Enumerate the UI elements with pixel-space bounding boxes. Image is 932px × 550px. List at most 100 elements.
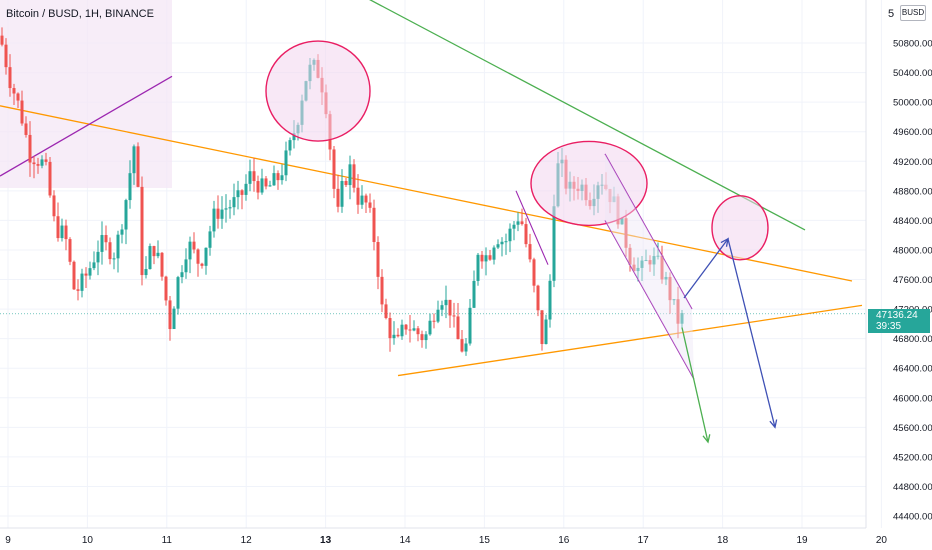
- candle-body: [208, 231, 212, 248]
- candle-body: [100, 235, 104, 252]
- price-tick-label: 50000.00: [893, 98, 932, 109]
- candle-body: [36, 164, 40, 166]
- candle-body: [628, 247, 632, 265]
- price-tick-label: 44800.00: [893, 482, 932, 493]
- price-tick-label: 49200.00: [893, 157, 932, 168]
- candle: [0, 27, 4, 47]
- candle: [512, 221, 516, 241]
- candle: [216, 195, 220, 229]
- candle-body: [356, 187, 360, 205]
- candle-body: [268, 185, 272, 187]
- candle: [128, 160, 132, 209]
- alert-flag-label: 5: [888, 8, 895, 20]
- candle-body: [176, 277, 180, 309]
- blue-arrow-head: [769, 419, 778, 429]
- candle-body: [340, 181, 344, 207]
- candle: [396, 328, 400, 338]
- highlight-box-left: [0, 0, 172, 188]
- candle-body: [188, 241, 192, 260]
- candle-body: [232, 197, 236, 208]
- candle: [508, 223, 512, 253]
- candle-body: [372, 207, 376, 243]
- candle: [72, 260, 76, 291]
- candle-body: [348, 164, 352, 186]
- time-tick-label: 19: [796, 535, 808, 546]
- candle-body: [196, 249, 200, 264]
- candle: [24, 116, 28, 138]
- candle: [648, 255, 652, 272]
- candle: [496, 239, 500, 250]
- candle-body: [456, 316, 460, 340]
- candle-body: [472, 280, 476, 308]
- candle: [668, 272, 672, 314]
- candle-body: [24, 123, 28, 135]
- price-tick-label: 46000.00: [893, 393, 932, 404]
- candle-body: [64, 225, 68, 240]
- candle-body: [412, 328, 416, 331]
- candle: [84, 267, 88, 288]
- candle: [164, 275, 168, 306]
- candle: [404, 323, 408, 335]
- candle-body: [404, 324, 408, 330]
- candle: [96, 240, 100, 276]
- candle: [208, 225, 212, 256]
- candle-countdown: 39:35: [876, 321, 902, 332]
- candle: [448, 299, 452, 328]
- candle-body: [504, 241, 508, 243]
- candle-body: [420, 334, 424, 341]
- candle-body: [4, 44, 8, 68]
- candle: [452, 302, 456, 328]
- candle-body: [636, 267, 640, 272]
- candle: [336, 174, 340, 213]
- candle: [468, 299, 472, 346]
- candle: [76, 279, 80, 301]
- candle: [488, 250, 492, 261]
- candle: [16, 92, 20, 108]
- candle: [500, 237, 504, 257]
- candle-body: [140, 186, 144, 276]
- candle-body: [428, 320, 432, 335]
- candle-body: [148, 246, 152, 270]
- candle: [380, 269, 384, 313]
- currency-badge[interactable]: BUSD: [900, 5, 926, 21]
- candle-body: [480, 254, 484, 262]
- candle: [144, 256, 148, 279]
- candle-body: [204, 247, 208, 266]
- candle-body: [20, 100, 24, 124]
- candle: [372, 199, 376, 251]
- candle: [180, 265, 184, 284]
- analysis-drawings: [265, 40, 778, 444]
- candle-body: [376, 242, 380, 277]
- price-tick-label: 46400.00: [893, 364, 932, 375]
- candle: [636, 257, 640, 282]
- candle-body: [260, 178, 264, 193]
- candle: [536, 284, 540, 317]
- candle: [92, 251, 96, 271]
- candle: [168, 296, 172, 341]
- candle: [240, 189, 244, 210]
- candle: [264, 175, 268, 190]
- candle-body: [136, 146, 140, 187]
- candle: [220, 196, 224, 229]
- candle-body: [500, 241, 504, 245]
- candle-body: [28, 134, 32, 163]
- candle-body: [416, 328, 420, 335]
- candle: [532, 257, 536, 293]
- channel-line: [604, 153, 693, 310]
- candle-body: [444, 299, 448, 306]
- candle: [652, 247, 656, 276]
- candle: [284, 141, 288, 182]
- candle-body: [484, 255, 488, 262]
- candle-body: [236, 190, 240, 198]
- candle: [340, 169, 344, 213]
- candle-body: [52, 195, 56, 217]
- candle: [28, 121, 32, 177]
- last-price-value: 47136.24: [876, 310, 918, 321]
- candle-body: [164, 276, 168, 301]
- candle: [420, 330, 424, 348]
- candle-body: [168, 300, 172, 330]
- candle: [360, 185, 364, 209]
- candle: [192, 232, 196, 254]
- candle: [248, 159, 252, 192]
